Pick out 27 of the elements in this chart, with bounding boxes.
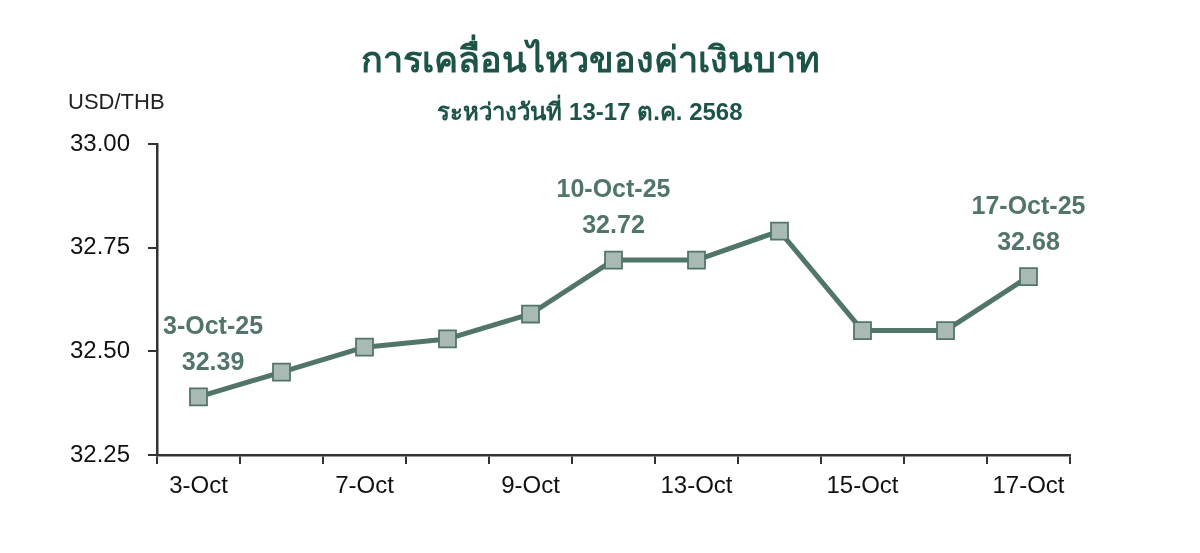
point [355,337,374,357]
data-label: 10-Oct-25 32.72 [556,174,671,238]
y-tick-label: 32.75 [69,232,130,260]
point [521,304,540,324]
x-tick-label: 17-Oct [992,471,1065,499]
point [687,250,706,270]
point [272,362,291,382]
point [770,221,789,241]
x-tick-label: 13-Oct [660,471,733,499]
point [1019,267,1038,287]
chart-subtitle: ระหว่างวันที่ 13-17 ต.ค. 2568 [437,93,743,125]
point [604,250,623,270]
data-label: 17-Oct-25 32.68 [971,190,1086,255]
data-label: 3-Oct-25 32.39 [162,310,264,375]
point [189,387,208,407]
y-tick-label: 32.25 [69,439,130,467]
y-tick-label: 33.00 [69,128,130,156]
point [438,329,457,349]
chart-title: การเคลื่อนไหวของค่าเงินบาท [360,33,820,80]
y-axis-title: USD/THB [68,89,165,115]
x-tick-label: 3-Oct [169,471,229,499]
x-tick-label: 7-Oct [335,471,395,499]
point [853,321,872,340]
x-tick-label: 15-Oct [826,471,899,499]
y-tick-label: 32.50 [69,335,130,363]
point [936,321,955,340]
x-tick-label: 9-Oct [501,471,561,499]
